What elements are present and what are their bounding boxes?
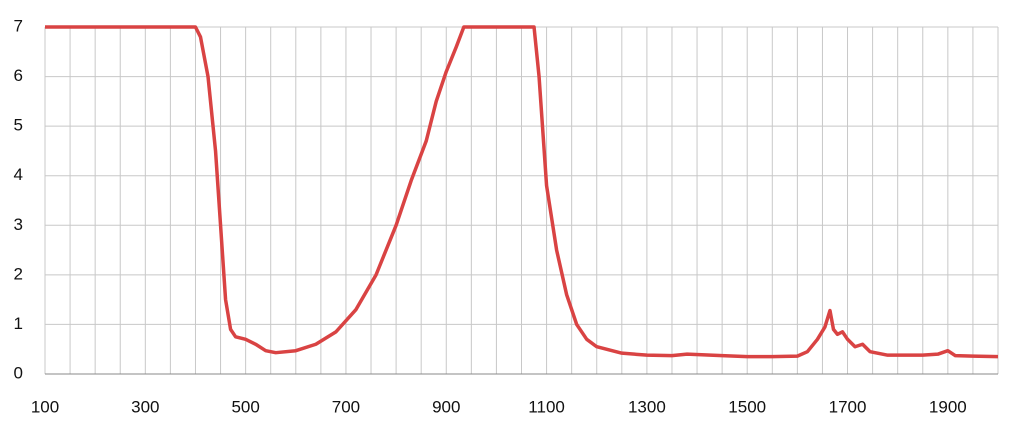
x-tick-label: 900 [432, 397, 460, 416]
y-tick-label: 4 [14, 165, 23, 184]
x-tick-label: 100 [31, 397, 59, 416]
y-tick-label: 3 [14, 215, 23, 234]
y-tick-label: 2 [14, 264, 23, 283]
x-tick-label: 1700 [829, 397, 867, 416]
y-tick-label: 7 [14, 16, 23, 35]
x-tick-label: 500 [231, 397, 259, 416]
data-line [45, 25, 999, 359]
x-tick-label: 1300 [628, 397, 666, 416]
y-tick-label: 6 [14, 66, 23, 85]
x-tick-label: 1500 [728, 397, 766, 416]
y-tick-label: 5 [14, 116, 23, 135]
x-tick-label: 700 [332, 397, 360, 416]
y-tick-label: 1 [14, 314, 23, 333]
x-tick-label: 1900 [929, 397, 967, 416]
x-tick-label: 1100 [528, 397, 565, 416]
y-tick-label: 0 [14, 363, 23, 382]
x-tick-label: 300 [131, 397, 159, 416]
